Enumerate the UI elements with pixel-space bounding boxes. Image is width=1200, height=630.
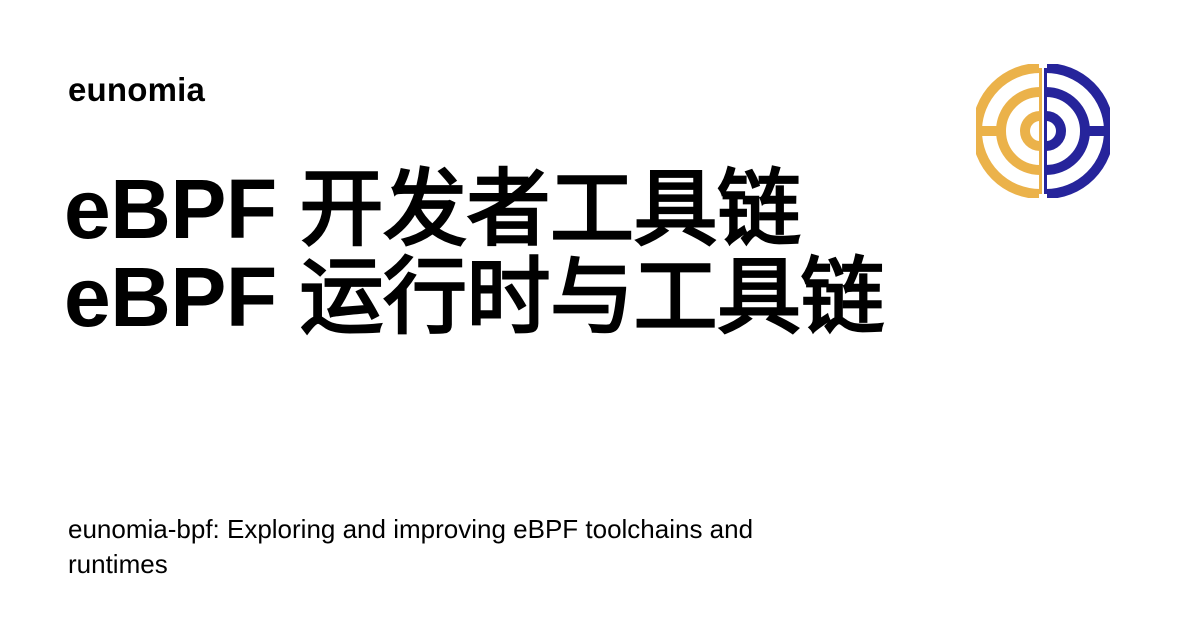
site-name: eunomia bbox=[68, 71, 206, 108]
logo-navy-connector bbox=[1080, 126, 1108, 136]
logo-center-gap bbox=[1039, 64, 1047, 198]
logo-gold-inner-arc bbox=[1020, 111, 1041, 151]
logo-gold-spine bbox=[1039, 68, 1042, 194]
logo-left-half bbox=[976, 64, 1041, 198]
logo-gold-outer-arc bbox=[976, 64, 1041, 198]
logo-gold-connector bbox=[978, 126, 1006, 136]
page-description: eunomia-bpf: Exploring and improving eBP… bbox=[68, 514, 754, 579]
logo-navy-inner-arc bbox=[1045, 111, 1066, 151]
logo-right-half bbox=[1045, 64, 1110, 198]
page-title: eBPF 开发者工具链 eBPF 运行时与工具链 bbox=[64, 162, 885, 344]
logo-navy-outer-arc bbox=[1045, 64, 1110, 198]
logo-navy-spine bbox=[1044, 68, 1047, 194]
eunomia-logo-icon bbox=[976, 64, 1110, 198]
